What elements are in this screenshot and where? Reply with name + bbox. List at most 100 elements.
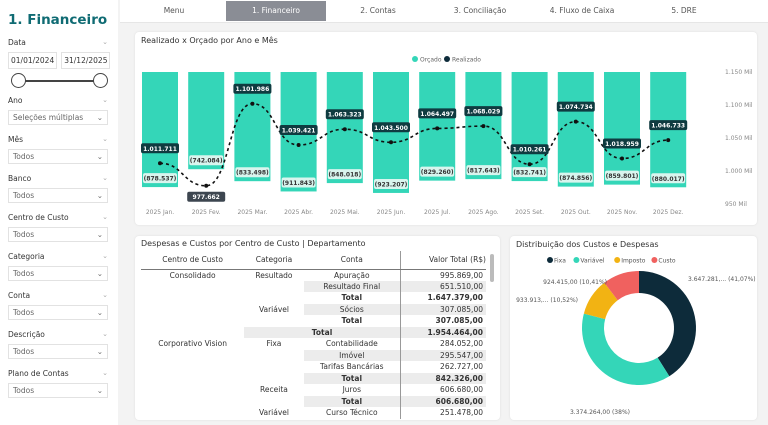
orcado-data-label: (859.801) bbox=[606, 173, 639, 180]
tab-4[interactable]: 4. Fluxo de Caixa bbox=[549, 6, 615, 15]
point-realizado bbox=[435, 126, 440, 131]
column-header[interactable]: Categoria bbox=[244, 251, 304, 270]
start-date-input[interactable]: 01/01/2024 bbox=[8, 52, 58, 69]
slice-data-label: 3.374.264,00 (38%) bbox=[570, 409, 630, 416]
filter-dropdown[interactable]: Todos ⌄ bbox=[8, 344, 108, 359]
table-scrollbar[interactable] bbox=[490, 254, 494, 282]
cell-centro bbox=[141, 361, 244, 373]
chevron-down-icon: ⌄ bbox=[96, 269, 103, 278]
realizado-data-label: 1.043.500 bbox=[374, 125, 408, 132]
filter-dropdown[interactable]: Todos ⌄ bbox=[8, 305, 108, 320]
table-row: Total 606.680,00 bbox=[141, 395, 486, 407]
filter-dropdown[interactable]: Todos ⌄ bbox=[8, 383, 108, 398]
tab-1[interactable]: 1. Financeiro bbox=[226, 1, 326, 21]
date-range-slider[interactable] bbox=[8, 72, 108, 90]
table-row: Total 1.954.464,00 bbox=[141, 326, 486, 338]
legend-label: Imposto bbox=[621, 258, 646, 265]
cell-centro bbox=[141, 304, 244, 316]
point-realizado bbox=[527, 162, 532, 167]
slice-data-label: 933.913,... (10,52%) bbox=[516, 297, 578, 304]
cell-conta: Total bbox=[341, 293, 363, 303]
end-date-input[interactable]: 31/12/2025 bbox=[61, 52, 111, 69]
column-header[interactable]: Valor Total (R$) bbox=[399, 251, 486, 270]
date-filter: Data ⌄ 01/01/2024 31/12/2025 bbox=[8, 38, 111, 90]
cell-categoria: Resultado bbox=[255, 270, 293, 280]
realizado-label-bg bbox=[603, 138, 641, 149]
chevron-down-icon[interactable]: ⌄ bbox=[102, 174, 108, 182]
point-realizado bbox=[620, 156, 624, 161]
cell-categoria bbox=[244, 315, 304, 327]
realizado-label-bg bbox=[372, 122, 410, 133]
cell-valor: 284.052,00 bbox=[399, 338, 486, 350]
cell-valor: 262.727,00 bbox=[399, 361, 486, 373]
realizado-data-label: 1.064.497 bbox=[420, 111, 454, 118]
chevron-down-icon[interactable]: ⌄ bbox=[102, 38, 108, 46]
column-header[interactable]: Conta bbox=[303, 251, 401, 270]
cell-centro bbox=[141, 407, 244, 419]
column-header[interactable]: Centro de Custo bbox=[141, 251, 245, 270]
tab-0[interactable]: Menu bbox=[163, 6, 185, 15]
cell-conta: Juros bbox=[342, 385, 361, 395]
table-row: Variável Sócios 307.085,00 bbox=[141, 303, 486, 316]
tab-2[interactable]: 2. Contas bbox=[360, 6, 396, 15]
chevron-down-icon[interactable]: ⌄ bbox=[102, 369, 108, 377]
x-tick-label: 2025 Jun. bbox=[377, 209, 406, 216]
orcado-label-bg bbox=[605, 170, 639, 181]
realizado-label-bg bbox=[418, 108, 457, 119]
chevron-down-icon: ⌄ bbox=[96, 230, 103, 239]
legend-swatch bbox=[651, 257, 658, 263]
chevron-down-icon[interactable]: ⌄ bbox=[102, 135, 108, 143]
orcado-label-bg bbox=[466, 165, 501, 176]
orcado-data-label: (923.207) bbox=[375, 181, 408, 188]
chevron-down-icon[interactable]: ⌄ bbox=[102, 213, 108, 221]
realizado-label-bg bbox=[187, 191, 226, 202]
chevron-down-icon[interactable]: ⌄ bbox=[102, 330, 108, 338]
cell-valor: 1.647.379,00 bbox=[399, 292, 486, 304]
orcado-label-bg bbox=[512, 167, 547, 178]
x-tick-label: 2025 Out. bbox=[561, 209, 591, 216]
orcado-label-bg bbox=[143, 173, 177, 184]
tab-3[interactable]: 3. Conciliação bbox=[453, 6, 507, 15]
tab-5[interactable]: 5. DRE bbox=[671, 6, 697, 15]
x-tick-label: 2025 Set. bbox=[515, 209, 544, 216]
filter-3: Centro de Custo ⌄ Todos ⌄ bbox=[8, 213, 108, 242]
donut-slice-variável[interactable] bbox=[582, 313, 670, 385]
cell-conta: Total bbox=[341, 316, 363, 326]
cell-valor: 307.085,00 bbox=[399, 303, 486, 315]
cell-valor: 307.085,00 bbox=[399, 315, 486, 327]
cell-valor: 606.680,00 bbox=[399, 384, 486, 396]
donut-slice-custo[interactable] bbox=[604, 271, 639, 301]
filter-label: Ano bbox=[8, 96, 23, 105]
bar-orcado bbox=[604, 72, 640, 185]
cell-categoria: Variável bbox=[258, 408, 289, 418]
slider-handle-end[interactable] bbox=[93, 73, 108, 88]
point-realizado bbox=[573, 119, 578, 124]
filter-dropdown[interactable]: Todos ⌄ bbox=[8, 266, 108, 281]
realizado-label-bg bbox=[464, 106, 503, 117]
legend: Orçado Realizado bbox=[412, 56, 481, 64]
table-row: Total 842.326,00 bbox=[141, 372, 486, 384]
orcado-label-bg bbox=[420, 166, 455, 177]
chevron-down-icon[interactable]: ⌄ bbox=[102, 96, 108, 104]
filter-dropdown[interactable]: Todos ⌄ bbox=[8, 188, 108, 203]
cell-valor: 251.478,00 bbox=[399, 407, 486, 419]
chevron-down-icon: ⌄ bbox=[96, 152, 103, 161]
realizado-label-bg bbox=[510, 144, 549, 155]
dropdown-value: Todos bbox=[13, 386, 35, 395]
chevron-down-icon[interactable]: ⌄ bbox=[102, 291, 108, 299]
x-tick-label: 2025 Mai. bbox=[330, 209, 360, 216]
donut-slice-imposto[interactable] bbox=[583, 282, 618, 320]
slider-handle-start[interactable] bbox=[11, 73, 26, 88]
realizado-label-bg bbox=[279, 124, 318, 135]
orcado-data-label: (832.741) bbox=[513, 170, 546, 177]
filter-dropdown[interactable]: Todos ⌄ bbox=[8, 149, 108, 164]
orcado-data-label: (911.843) bbox=[282, 180, 315, 187]
filter-dropdown[interactable]: Todos ⌄ bbox=[8, 227, 108, 242]
x-tick-label: 2025 Jan. bbox=[146, 209, 174, 216]
chevron-down-icon[interactable]: ⌄ bbox=[102, 252, 108, 260]
realizado-label-bg bbox=[649, 120, 688, 131]
filter-dropdown[interactable]: Seleções múltiplas ⌄ bbox=[8, 110, 108, 125]
cell-conta: Imóvel bbox=[303, 349, 401, 361]
donut-slice-fixa[interactable] bbox=[639, 271, 696, 377]
cell-conta: Sócios bbox=[303, 303, 401, 315]
